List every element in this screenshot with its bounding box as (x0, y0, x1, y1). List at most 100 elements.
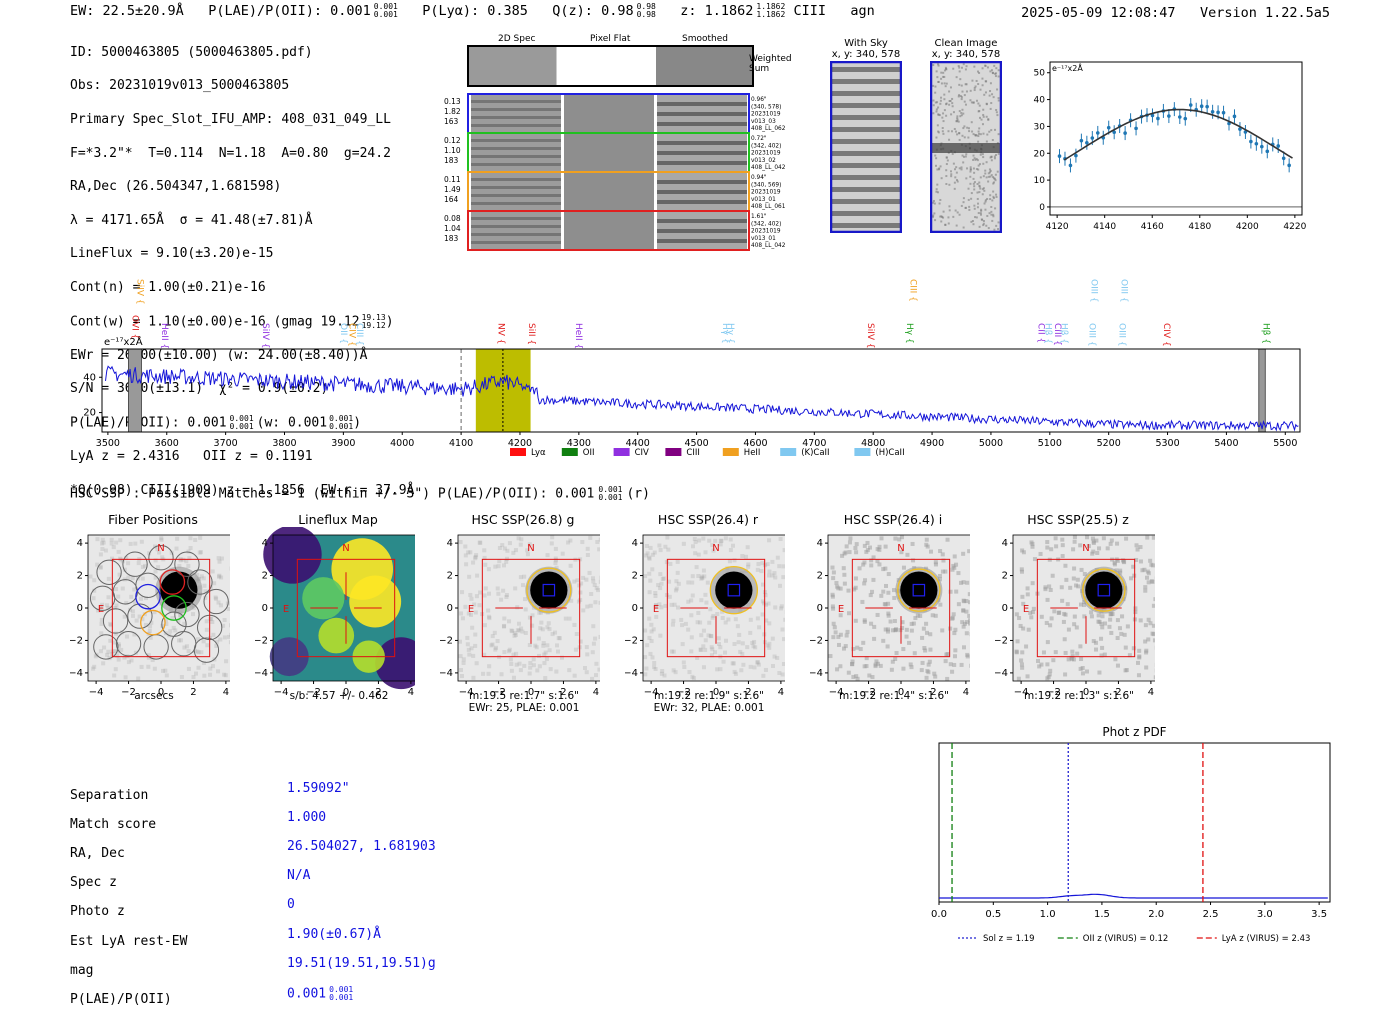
image-noise-pixel (920, 636, 924, 640)
image-noise-pixel (597, 547, 600, 551)
image-ytick-label: −4 (625, 668, 638, 679)
image-ytick-label: 2 (817, 571, 823, 582)
image-noise-pixel (957, 602, 961, 606)
image-noise-pixel (703, 550, 707, 554)
clean-noise-pixel (978, 133, 980, 135)
image-noise-pixel (1129, 576, 1133, 580)
clean-noise-pixel (956, 76, 958, 78)
header-z-sub: 1.1862 (756, 10, 785, 19)
image-noise-pixel (1090, 614, 1094, 618)
spectrum-masked-region-blue (128, 349, 141, 432)
spectrum-line-label: SiIV { (260, 323, 270, 349)
zoom-axes-frame (1050, 62, 1302, 215)
clean-noise-pixel (935, 165, 937, 167)
image-noise-pixel (99, 649, 103, 653)
image-noise-pixel (554, 670, 558, 674)
clean-noise-pixel (994, 157, 996, 159)
image-noise-pixel (838, 664, 842, 668)
image-noise-pixel (99, 552, 103, 556)
clean-noise-pixel (984, 173, 986, 175)
clean-noise-pixel (984, 203, 986, 205)
image-noise-pixel (1124, 668, 1128, 672)
image-background (828, 535, 970, 681)
image-noise-pixel (1079, 657, 1083, 661)
image-noise-pixel (1026, 592, 1030, 596)
fiber-left-value: 164 (444, 195, 459, 204)
image-noise-pixel (168, 629, 172, 633)
image-noise-pixel (729, 537, 733, 541)
image-noise-pixel (1144, 623, 1148, 627)
fiber-right-value: 20231019 (751, 190, 781, 196)
clean-noise-pixel (980, 210, 982, 212)
image-noise-pixel (647, 572, 651, 576)
image-noise-pixel (194, 672, 198, 676)
image-noise-pixel (585, 645, 589, 649)
image-noise-pixel (177, 638, 181, 642)
image-noise-pixel (767, 570, 771, 574)
clean-noise-pixel (993, 229, 995, 231)
clean-noise-pixel (961, 98, 963, 100)
image-noise-pixel (199, 550, 203, 554)
image-noise-pixel (1108, 618, 1112, 622)
fiber-2dspec-stripe (471, 241, 561, 244)
fiber-smoothed-stripe (657, 200, 747, 204)
spectrum-xtick-label: 5500 (1273, 438, 1297, 449)
image-noise-pixel (846, 630, 850, 634)
image-noise-pixel (595, 540, 599, 544)
image-noise-pixel (643, 629, 647, 633)
zoom-ytick-label: 40 (1034, 96, 1046, 106)
image-noise-pixel (696, 574, 700, 578)
image-noise-pixel (591, 624, 595, 628)
spectrum-xtick-label: 3500 (96, 438, 120, 449)
match-value-photoz: 0 (287, 898, 436, 913)
image-noise-pixel (1089, 610, 1093, 614)
image-ytick-label: 0 (632, 603, 638, 614)
image-noise-pixel (1144, 665, 1148, 669)
image-noise-pixel (99, 566, 103, 570)
clean-noise-pixel (980, 214, 982, 216)
spectrum-legend-swatch (614, 448, 630, 456)
sky-line-stripe (832, 67, 900, 72)
clean-noise-pixel (971, 131, 973, 133)
image-noise-pixel (707, 539, 711, 543)
image-noise-pixel (112, 641, 116, 645)
image-noise-pixel (832, 622, 836, 626)
image-noise-pixel (519, 668, 523, 672)
clean-noise-pixel (977, 198, 979, 200)
clean-noise-pixel (964, 136, 966, 138)
image-noise-pixel (504, 560, 508, 564)
image-noise-pixel (462, 661, 466, 665)
image-noise-pixel (573, 674, 577, 678)
image-noise-pixel (781, 575, 785, 579)
image-noise-pixel (702, 629, 706, 633)
image-noise-pixel (1036, 659, 1040, 663)
image-noise-pixel (674, 588, 678, 592)
header-version: Version 1.22.5a5 (1200, 5, 1330, 21)
image-panel-caption: m:19.2 re:1.9" s:1.6" (633, 690, 785, 702)
image-noise-pixel (191, 675, 195, 679)
clean-noise-pixel (966, 167, 968, 169)
spec2d-panel: 2D Spec Pixel Flat Smoothed Weighted Sum… (440, 32, 800, 257)
clean-noise-pixel (963, 125, 965, 127)
image-noise-pixel (645, 643, 649, 647)
image-noise-pixel (965, 631, 969, 635)
image-noise-pixel (778, 584, 782, 588)
image-noise-pixel (1136, 661, 1140, 665)
fiber-right-value: 20231019 (751, 151, 781, 157)
clean-noise-pixel (996, 114, 998, 116)
image-noise-pixel (528, 672, 532, 676)
image-noise-pixel (1031, 581, 1035, 585)
image-noise-pixel (699, 598, 703, 602)
zoom-xtick-label: 4220 (1283, 222, 1306, 232)
clean-noise-pixel (957, 211, 959, 213)
image-panel-caption: m:19.5 re:1.7" s:1.6" (448, 690, 600, 702)
clean-noise-pixel (968, 206, 970, 208)
zoom-data-point (1205, 105, 1209, 109)
image-noise-pixel (1118, 626, 1122, 630)
image-noise-pixel (1042, 650, 1046, 654)
clean-noise-pixel (982, 193, 984, 195)
clean-noise-pixel (949, 100, 951, 102)
spectrum-xtick-label: 4900 (920, 438, 944, 449)
image-noise-pixel (969, 664, 970, 668)
